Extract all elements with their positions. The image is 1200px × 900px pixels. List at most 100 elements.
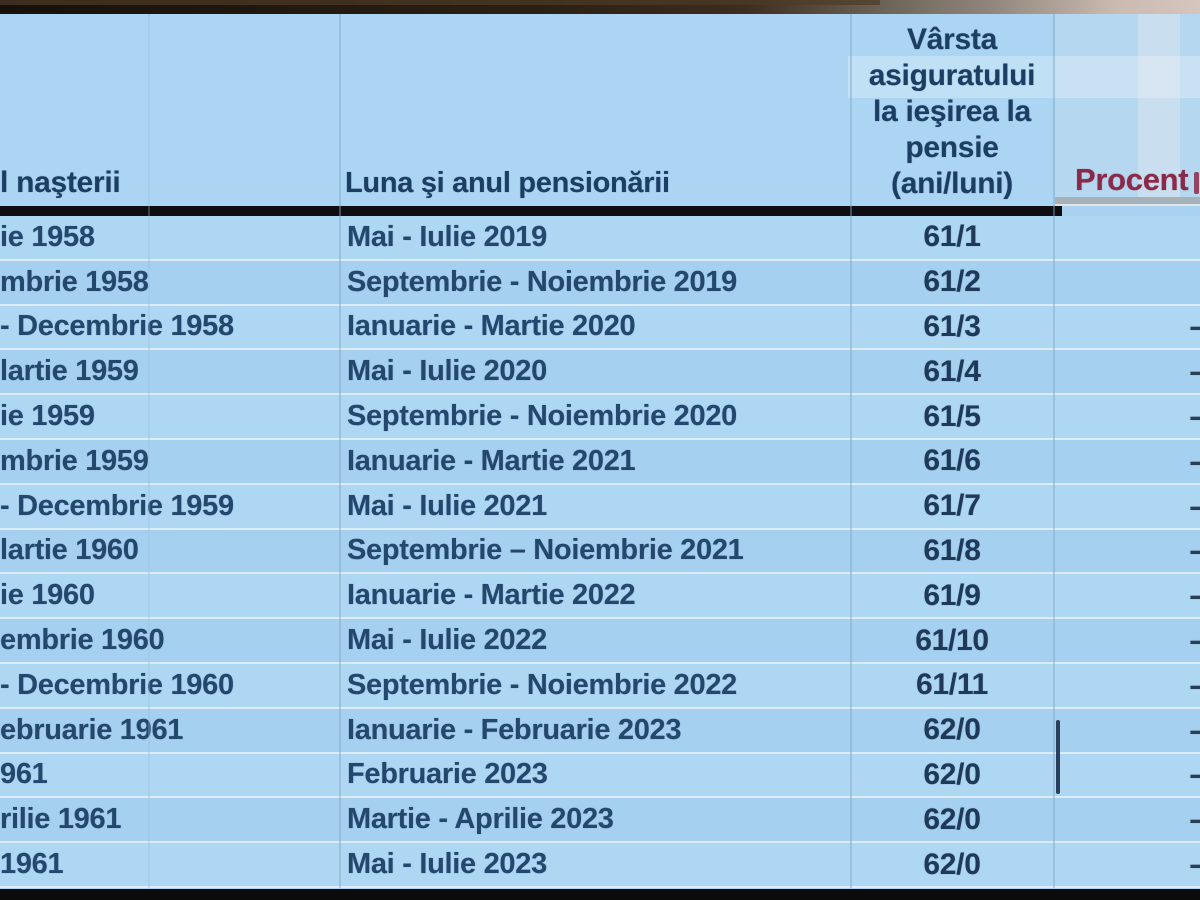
percent-dash: – (1190, 577, 1200, 614)
header-percent-column-label: Procent (1075, 162, 1189, 197)
header-retirement-column-label: Luna şi anul pensionării (345, 167, 670, 199)
birth-cell: - Decembrie 1959 (0, 489, 234, 522)
birth-cell: - Decembrie 1960 (0, 668, 234, 701)
percent-cell: – (1053, 532, 1200, 569)
retirement-cell: Mai - Iulie 2019 (347, 220, 547, 253)
table-row: embrie 1960 Mai - Iulie 2022 61/10 – (0, 619, 1200, 664)
percent-cell: – (1053, 846, 1200, 883)
age-cell: 61/11 (916, 668, 988, 702)
age-label-line: (ani/luni) (891, 167, 1013, 200)
age-cell: 61/7 (923, 489, 981, 523)
retirement-cell: Ianuarie - Februarie 2023 (347, 713, 682, 746)
table-row: 1961 Mai - Iulie 2023 62/0 – (0, 843, 1200, 888)
table-row: ebruarie 1961 Ianuarie - Februarie 2023 … (0, 708, 1200, 754)
birth-cell: mbrie 1959 (0, 444, 149, 477)
cursor-artifact (1056, 720, 1060, 794)
age-cell: 61/4 (923, 354, 981, 388)
percent-cell: – (1053, 756, 1200, 793)
table-row: mbrie 1959 Ianuarie - Martie 2021 61/6 – (0, 439, 1200, 485)
percent-cell: – (1053, 353, 1200, 390)
table-row: ie 1958 Mai - Iulie 2019 61/1 (0, 216, 1200, 261)
age-cell: 61/10 (915, 623, 989, 657)
birth-cell: ie 1958 (0, 220, 95, 253)
table-row: - Decembrie 1960 Septembrie - Noiembrie … (0, 663, 1200, 709)
percent-cell (1053, 221, 1200, 254)
age-cell: 61/1 (923, 220, 981, 254)
header-age-column-label: Vârsta asiguratului la ieşirea la pensie… (851, 22, 1053, 202)
retirement-cell: Septembrie - Noiembrie 2020 (347, 400, 737, 433)
birth-cell: 961 (0, 758, 48, 791)
age-label-line: pensie (905, 131, 999, 164)
percent-dash: – (1190, 532, 1200, 569)
percent-cell: – (1053, 488, 1200, 525)
age-label-line: la ieşirea la (873, 95, 1031, 128)
table-row: - Decembrie 1958 Ianuarie - Martie 2020 … (0, 305, 1200, 351)
percent-cell: – (1053, 308, 1200, 345)
table-row: lartie 1959 Mai - Iulie 2020 61/4 – (0, 350, 1200, 396)
percent-dash: – (1190, 756, 1200, 793)
age-cell: 62/0 (923, 847, 981, 881)
birth-cell: ie 1959 (0, 400, 95, 433)
age-cell: 61/5 (923, 399, 981, 433)
header-glare-band (848, 56, 1200, 98)
percent-cell: – (1053, 577, 1200, 614)
gridline-col1-col2 (339, 14, 341, 888)
bottom-broadcast-strip (0, 889, 1200, 900)
retirement-cell: Mai - Iulie 2023 (347, 848, 547, 881)
birth-cell: lartie 1960 (0, 534, 139, 567)
top-strip-brown-edge (0, 0, 880, 5)
retirement-cell: Ianuarie - Martie 2020 (347, 310, 636, 343)
percent-cell: – (1053, 622, 1200, 659)
percent-cell: – (1053, 712, 1200, 749)
percent-label-clipped-letter (1194, 172, 1199, 194)
retirement-cell: Mai - Iulie 2022 (347, 624, 547, 657)
header-birth-column-label: l naşterii (0, 166, 121, 199)
age-cell: 61/2 (923, 265, 981, 299)
percent-cell: – (1053, 398, 1200, 435)
retirement-cell: Ianuarie - Martie 2022 (347, 579, 636, 612)
birth-cell: ebruarie 1961 (0, 713, 184, 746)
age-cell: 61/8 (923, 533, 981, 567)
birth-cell: ie 1960 (0, 579, 95, 612)
birth-cell: mbrie 1958 (0, 265, 149, 298)
gridline-inner (148, 14, 150, 888)
retirement-cell: Septembrie - Noiembrie 2022 (347, 668, 737, 701)
table-row: rilie 1961 Martie - Aprilie 2023 62/0 – (0, 798, 1200, 844)
birth-cell: 1961 (0, 848, 64, 881)
age-cell: 62/0 (923, 802, 981, 836)
age-label-line: asiguratului (868, 59, 1036, 92)
percent-dash: – (1190, 353, 1200, 390)
percent-cell: – (1053, 801, 1200, 838)
retirement-cell: Martie - Aprilie 2023 (347, 803, 614, 836)
table-header-row: l naşterii Luna şi anul pensionării Vârs… (0, 14, 1200, 206)
header-col4-tint (1055, 14, 1200, 206)
age-cell: 61/6 (923, 444, 981, 478)
age-cell: 61/9 (923, 578, 981, 612)
table-row: ie 1959 Septembrie - Noiembrie 2020 61/5… (0, 395, 1200, 440)
birth-cell: lartie 1959 (0, 355, 139, 388)
percent-dash: – (1190, 398, 1200, 435)
percent-dash: – (1190, 622, 1200, 659)
age-cell: 62/0 (923, 757, 981, 791)
retirement-cell: Ianuarie - Martie 2021 (347, 444, 636, 477)
table-row: mbrie 1958 Septembrie - Noiembrie 2019 6… (0, 260, 1200, 306)
age-cell: 62/0 (923, 713, 981, 747)
table-row: lartie 1960 Septembrie – Noiembrie 2021 … (0, 529, 1200, 575)
percent-dash: – (1190, 846, 1200, 883)
top-broadcast-strip (0, 0, 1200, 14)
birth-cell: embrie 1960 (0, 624, 165, 657)
age-label-line: Vârsta (907, 23, 997, 56)
retirement-cell: Septembrie - Noiembrie 2019 (347, 265, 737, 298)
table-row: ie 1960 Ianuarie - Martie 2022 61/9 – (0, 574, 1200, 620)
gridline-col3-col4 (1053, 14, 1055, 888)
retirement-cell: Februarie 2023 (347, 758, 548, 791)
percent-dash: – (1190, 488, 1200, 525)
retirement-cell: Septembrie – Noiembrie 2021 (347, 534, 744, 567)
percent-dash: – (1190, 667, 1200, 704)
gridline-col2-col3 (850, 14, 852, 888)
percent-dash: – (1190, 801, 1200, 838)
percent-cell: – (1053, 667, 1200, 704)
table-row: - Decembrie 1959 Mai - Iulie 2021 61/7 – (0, 484, 1200, 530)
age-cell: 61/3 (923, 309, 981, 343)
